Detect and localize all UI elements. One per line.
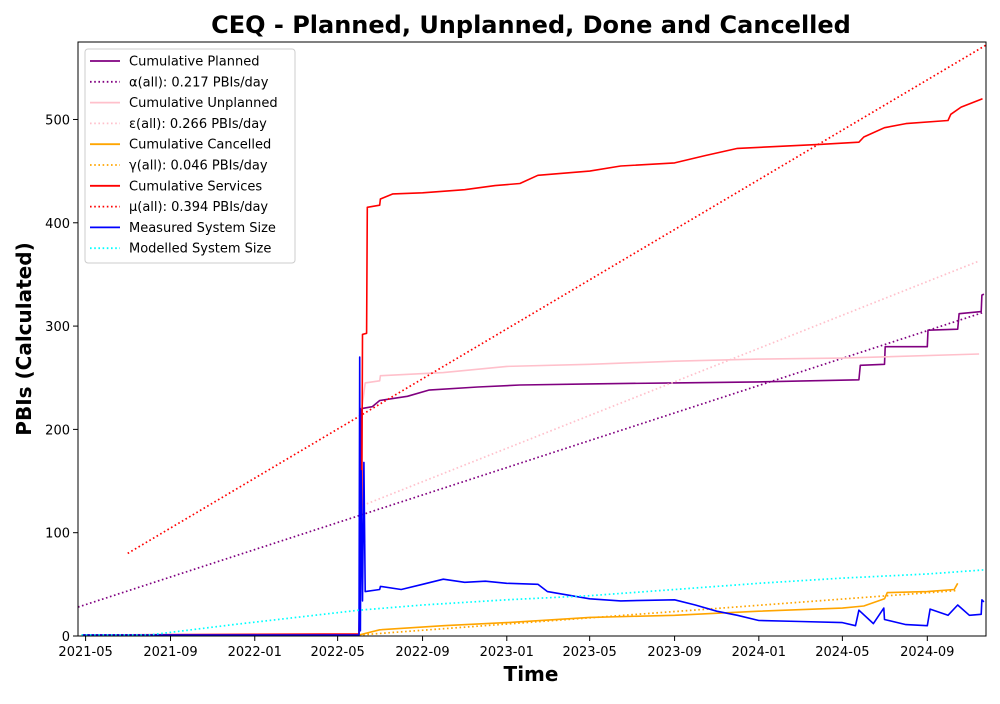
- series-line-0: [81, 293, 985, 636]
- chart-title: CEQ - Planned, Unplanned, Done and Cance…: [211, 11, 851, 39]
- legend-label: ε(all): 0.266 PBIs/day: [129, 117, 267, 132]
- x-tick-label: 2021-09: [143, 645, 197, 660]
- x-axis: 2021-05 2021-09 2022-01 2022-05 2022-09 2023-…: [58, 636, 954, 660]
- legend-label: Cumulative Cancelled: [129, 138, 271, 153]
- y-axis-title: PBIs (Calculated): [12, 242, 36, 435]
- legend: Cumulative Planned α(all): 0.217 PBIs/day…: [84, 48, 296, 264]
- legend-box: [84, 48, 296, 264]
- legend-label: Cumulative Services: [129, 179, 262, 194]
- legend-label: Cumulative Planned: [129, 55, 259, 70]
- legend-label: α(all): 0.217 PBIs/day: [129, 75, 269, 90]
- series-layer: [77, 44, 987, 636]
- x-tick-label: 2024-05: [815, 645, 869, 660]
- y-tick-label: 400: [45, 217, 70, 232]
- x-tick-label: 2022-01: [228, 645, 282, 660]
- series-line-3: [358, 260, 980, 508]
- x-tick-label: 2022-09: [395, 645, 449, 660]
- x-tick-label: 2021-05: [58, 645, 112, 660]
- x-tick-label: 2024-01: [732, 645, 786, 660]
- y-tick-label: 500: [45, 113, 70, 128]
- legend-label: Measured System Size: [129, 221, 276, 236]
- y-tick-label: 100: [45, 527, 70, 542]
- series-line-9: [81, 569, 984, 636]
- series-line-6: [81, 98, 983, 636]
- x-tick-label: 2023-05: [562, 645, 616, 660]
- series-line-8: [81, 356, 985, 636]
- x-tick-label: 2022-05: [310, 645, 364, 660]
- plot-area-frame: [77, 41, 987, 637]
- series-line-2: [361, 353, 980, 409]
- series-line-4: [358, 582, 959, 636]
- legend-label: Cumulative Unplanned: [129, 96, 278, 111]
- x-tick-label: 2024-09: [900, 645, 954, 660]
- x-tick-label: 2023-09: [647, 645, 701, 660]
- y-tick-label: 0: [62, 630, 70, 645]
- series-line-1: [77, 311, 983, 608]
- y-axis: 0 100 200 300 400 500: [45, 113, 78, 645]
- legend-label: μ(all): 0.394 PBIs/day: [129, 200, 268, 215]
- series-line-5: [358, 589, 958, 636]
- legend-label: γ(all): 0.046 PBIs/day: [129, 159, 268, 174]
- y-tick-label: 300: [45, 320, 70, 335]
- y-tick-label: 200: [45, 423, 70, 438]
- x-tick-label: 2023-01: [480, 645, 534, 660]
- legend-label: Modelled System Size: [129, 242, 271, 257]
- x-axis-title: Time: [504, 662, 559, 686]
